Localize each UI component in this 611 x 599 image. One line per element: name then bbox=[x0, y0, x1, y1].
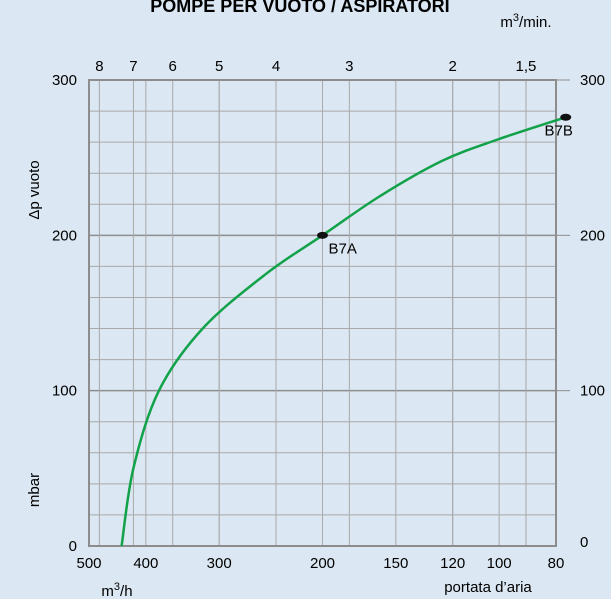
x-tick-label: 80 bbox=[548, 555, 565, 572]
x-axis-label: portata d’aria bbox=[444, 579, 532, 596]
y-axis-unit: mbar bbox=[26, 473, 43, 507]
markers-layer: B7A B7B bbox=[317, 113, 573, 257]
x-tick-label: 300 bbox=[207, 555, 232, 572]
top-axis-unit: m3/min. bbox=[500, 12, 551, 31]
bottom-axis-unit: m3/h bbox=[101, 581, 132, 599]
right-y-tick-label: 100 bbox=[580, 383, 605, 400]
series-line bbox=[120, 116, 567, 547]
y-tick-label: 300 bbox=[52, 72, 77, 89]
marker-label: B7A bbox=[329, 240, 357, 257]
x-tick-label: 500 bbox=[76, 555, 101, 572]
top-tick-label: 5 bbox=[215, 58, 223, 75]
x-tick-label: 200 bbox=[310, 555, 335, 572]
top-tick-label: 2 bbox=[449, 58, 457, 75]
top-tick-label: 1,5 bbox=[516, 58, 537, 75]
chart-title: POMPE PER VUOTO / ASPIRATORI bbox=[150, 0, 449, 16]
y-tick-label: 100 bbox=[52, 383, 77, 400]
x-tick-label: 400 bbox=[133, 555, 158, 572]
y-axis-label: Δp vuoto bbox=[26, 160, 43, 219]
marker-point bbox=[317, 231, 328, 239]
tick-labels: 500 400 300 200 150 120 100 80 8 7 6 5 4 3 2 1,5 0 100 200… bbox=[52, 58, 605, 572]
y-tick-label: 0 bbox=[69, 538, 77, 555]
x-tick-label: 100 bbox=[487, 555, 512, 572]
top-tick-label: 6 bbox=[169, 58, 177, 75]
top-tick-label: 8 bbox=[95, 58, 103, 75]
marker-point bbox=[560, 113, 572, 121]
top-tick-label: 3 bbox=[345, 58, 353, 75]
marker-label: B7B bbox=[545, 122, 573, 139]
right-y-tick-label: 200 bbox=[580, 227, 605, 244]
x-tick-label: 120 bbox=[440, 555, 465, 572]
top-tick-label: 4 bbox=[272, 58, 280, 75]
x-tick-label: 150 bbox=[383, 555, 408, 572]
right-y-tick-label: 300 bbox=[580, 72, 605, 89]
plot-frame bbox=[88, 79, 557, 547]
series-layer bbox=[120, 116, 567, 547]
y-tick-label: 200 bbox=[52, 227, 77, 244]
right-y-tick-label: 0 bbox=[580, 534, 588, 551]
top-tick-label: 7 bbox=[129, 58, 137, 75]
